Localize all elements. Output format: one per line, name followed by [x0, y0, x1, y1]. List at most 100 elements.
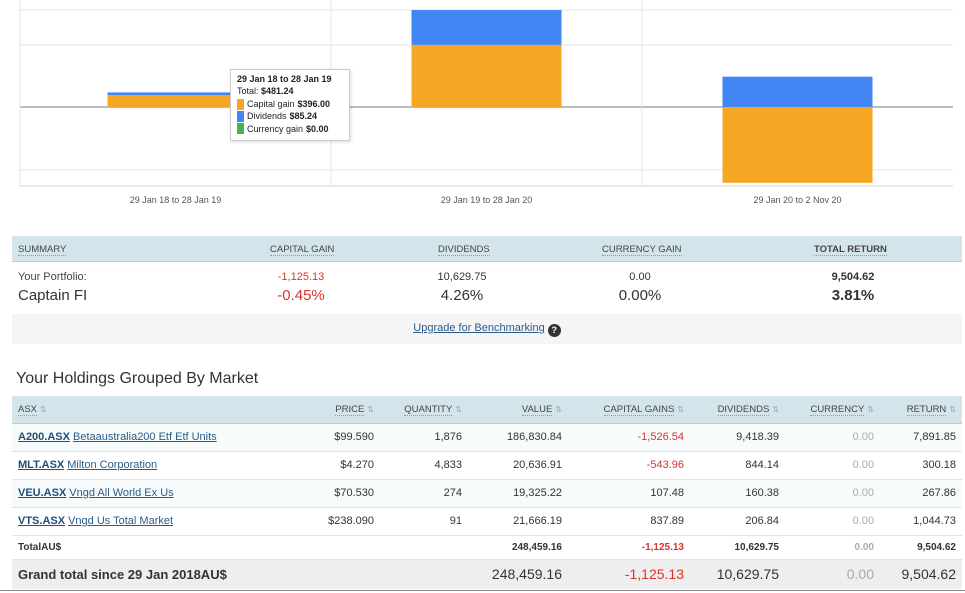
total-capital-gains: -1,125.13 [568, 534, 690, 560]
holding-name-link[interactable]: Betaaustralia200 Etf Etf Units [72, 431, 217, 443]
upgrade-bar: Upgrade for Benchmarking? [12, 314, 962, 344]
x-tick-label: 29 Jan 18 to 28 Jan 19 [129, 195, 222, 205]
quantity-cell: 1,876 [380, 423, 468, 452]
total-return: 9,504.62 [880, 534, 962, 560]
dividends-swatch [237, 110, 244, 122]
tooltip-total-value: $481.24 [261, 86, 294, 97]
sort-arrows-icon: ⇅ [367, 404, 374, 414]
col-header-quantity[interactable]: QUANTITY ⇅ [380, 396, 468, 424]
total-return-amount: 9,504.62 [831, 271, 875, 283]
holding-name-link[interactable]: Vngd Us Total Market [68, 515, 174, 527]
currency-cell: 0.00 [785, 451, 880, 480]
holding-code-link[interactable]: VEU.ASX [18, 487, 67, 499]
bar-dividends [107, 92, 244, 95]
return-cell: 1,044.73 [880, 507, 962, 536]
price-cell: $70.530 [267, 479, 380, 508]
currency-gain-amount: 0.00 [629, 271, 651, 283]
holdings-table: ASX ⇅ PRICE ⇅ QUANTITY ⇅ VALUE ⇅ CAPITAL GAI… [12, 396, 962, 589]
summary-body: Your Portfolio: Captain FI -1,125.13 -0.… [12, 262, 962, 314]
total-return-heading[interactable]: TOTAL RETURN [814, 244, 887, 256]
holding-code-link[interactable]: MLT.ASX [18, 459, 65, 471]
col-header-currency[interactable]: CURRENCY ⇅ [785, 396, 880, 424]
capital-gains-cell: -1,526.54 [568, 423, 690, 452]
col-header-dividends[interactable]: DIVIDENDS ⇅ [690, 396, 785, 424]
holding-name-link[interactable]: Milton Corporation [67, 459, 158, 471]
bar-capital-gain [107, 94, 244, 107]
total-dividends: 10,629.75 [690, 534, 785, 560]
price-cell: $4.270 [267, 451, 380, 480]
total-row: TotalAU$ 248,459.16 -1,125.13 10,629.75 … [12, 534, 962, 560]
dividends-percent: 4.26% [440, 287, 484, 304]
tooltip-title: 29 Jan 18 to 28 Jan 19 [237, 74, 332, 84]
dividends-heading[interactable]: DIVIDENDS [438, 244, 490, 256]
tooltip-row-value: $0.00 [306, 123, 329, 134]
quantity-cell: 91 [380, 507, 468, 536]
bar-capital-gain [411, 44, 562, 107]
return-cell: 267.86 [880, 479, 962, 508]
summary-header: SUMMARY CAPITAL GAIN DIVIDENDS CURRENCY … [12, 236, 962, 262]
col-header-price[interactable]: PRICE ⇅ [267, 396, 380, 424]
capital-gain-percent: -0.45% [277, 287, 325, 304]
tooltip-total: Total: $481.24 [237, 85, 343, 97]
currency-gain-heading[interactable]: CURRENCY GAIN [602, 244, 682, 256]
table-row: VTS.ASX Vngd Us Total Market $238.090 91 … [12, 507, 962, 536]
sort-arrows-icon: ⇅ [40, 404, 47, 414]
price-cell: $99.590 [267, 423, 380, 452]
bottom-divider [0, 590, 965, 591]
capital-gain-heading[interactable]: CAPITAL GAIN [270, 244, 335, 256]
col-header-market[interactable]: ASX ⇅ [12, 396, 267, 424]
performance-chart-svg [19, 0, 953, 187]
currency-cell: 0.00 [785, 507, 880, 536]
value-cell: 21,666.19 [468, 507, 568, 536]
grand-total-row: Grand total since 29 Jan 2018AU$ 248,459… [12, 559, 962, 589]
tooltip-row-label: Capital gain [247, 98, 295, 109]
currency-gain-swatch [237, 123, 244, 135]
upgrade-benchmarking-link[interactable]: Upgrade for Benchmarking [413, 322, 545, 334]
sort-arrows-icon: ⇅ [867, 404, 874, 414]
dividends-cell: 9,418.39 [690, 423, 785, 452]
capital-gain-swatch [237, 98, 244, 110]
holding-code-link[interactable]: VTS.ASX [18, 515, 66, 527]
value-cell: 186,830.84 [468, 423, 568, 452]
price-cell: $238.090 [267, 507, 380, 536]
bar-dividends [411, 10, 562, 45]
holding-code-link[interactable]: A200.ASX [18, 431, 70, 443]
grand-total-currency: 0.00 [785, 559, 880, 589]
sort-arrows-icon: ⇅ [677, 404, 684, 414]
col-header-capital-gains[interactable]: CAPITAL GAINS ⇅ [568, 396, 690, 424]
grand-total-dividends: 10,629.75 [690, 559, 785, 589]
holding-cell: VEU.ASX Vngd All World Ex Us [12, 479, 267, 508]
holding-cell: MLT.ASX Milton Corporation [12, 451, 267, 480]
currency-cell: 0.00 [785, 423, 880, 452]
x-tick-label: 29 Jan 20 to 2 Nov 20 [753, 195, 842, 205]
portfolio-name: Captain FI [18, 287, 88, 304]
holding-name-link[interactable]: Vngd All World Ex Us [69, 487, 174, 499]
dividends-cell: 844.14 [690, 451, 785, 480]
holdings-title: Your Holdings Grouped By Market [16, 370, 259, 387]
bar-capital-gain [722, 107, 873, 183]
col-header-return[interactable]: RETURN ⇅ [880, 396, 962, 424]
grand-total-return: 9,504.62 [880, 559, 962, 589]
value-cell: 19,325.22 [468, 479, 568, 508]
capital-gains-cell: 107.48 [568, 479, 690, 508]
portfolio-label: Your Portfolio: [18, 271, 87, 283]
performance-chart: 29 Jan 18 to 28 Jan 19 29 Jan 19 to 28 Ja… [0, 0, 965, 215]
summary-heading[interactable]: SUMMARY [18, 244, 67, 256]
sort-arrows-icon: ⇅ [772, 404, 779, 414]
summary-panel: SUMMARY CAPITAL GAIN DIVIDENDS CURRENCY … [12, 236, 962, 314]
currency-cell: 0.00 [785, 479, 880, 508]
holdings-header-row: ASX ⇅ PRICE ⇅ QUANTITY ⇅ VALUE ⇅ CAPITAL GAI… [12, 396, 962, 424]
sort-arrows-icon: ⇅ [555, 404, 562, 414]
grand-total-capital-gains: -1,125.13 [568, 559, 690, 589]
return-cell: 300.18 [880, 451, 962, 480]
bar-dividends [722, 76, 873, 107]
col-header-value[interactable]: VALUE ⇅ [468, 396, 568, 424]
holding-cell: VTS.ASX Vngd Us Total Market [12, 507, 267, 536]
chart-tooltip: 29 Jan 18 to 28 Jan 19 Total: $481.24 Ca… [230, 69, 350, 141]
tooltip-row-capital-gain: Capital gain $396.00 [237, 98, 343, 110]
x-tick-label: 29 Jan 19 to 28 Jan 20 [440, 195, 533, 205]
dividends-cell: 160.38 [690, 479, 785, 508]
table-row: VEU.ASX Vngd All World Ex Us $70.530 274 … [12, 479, 962, 508]
help-icon[interactable]: ? [547, 324, 561, 337]
tooltip-row-value: $85.24 [289, 111, 318, 122]
